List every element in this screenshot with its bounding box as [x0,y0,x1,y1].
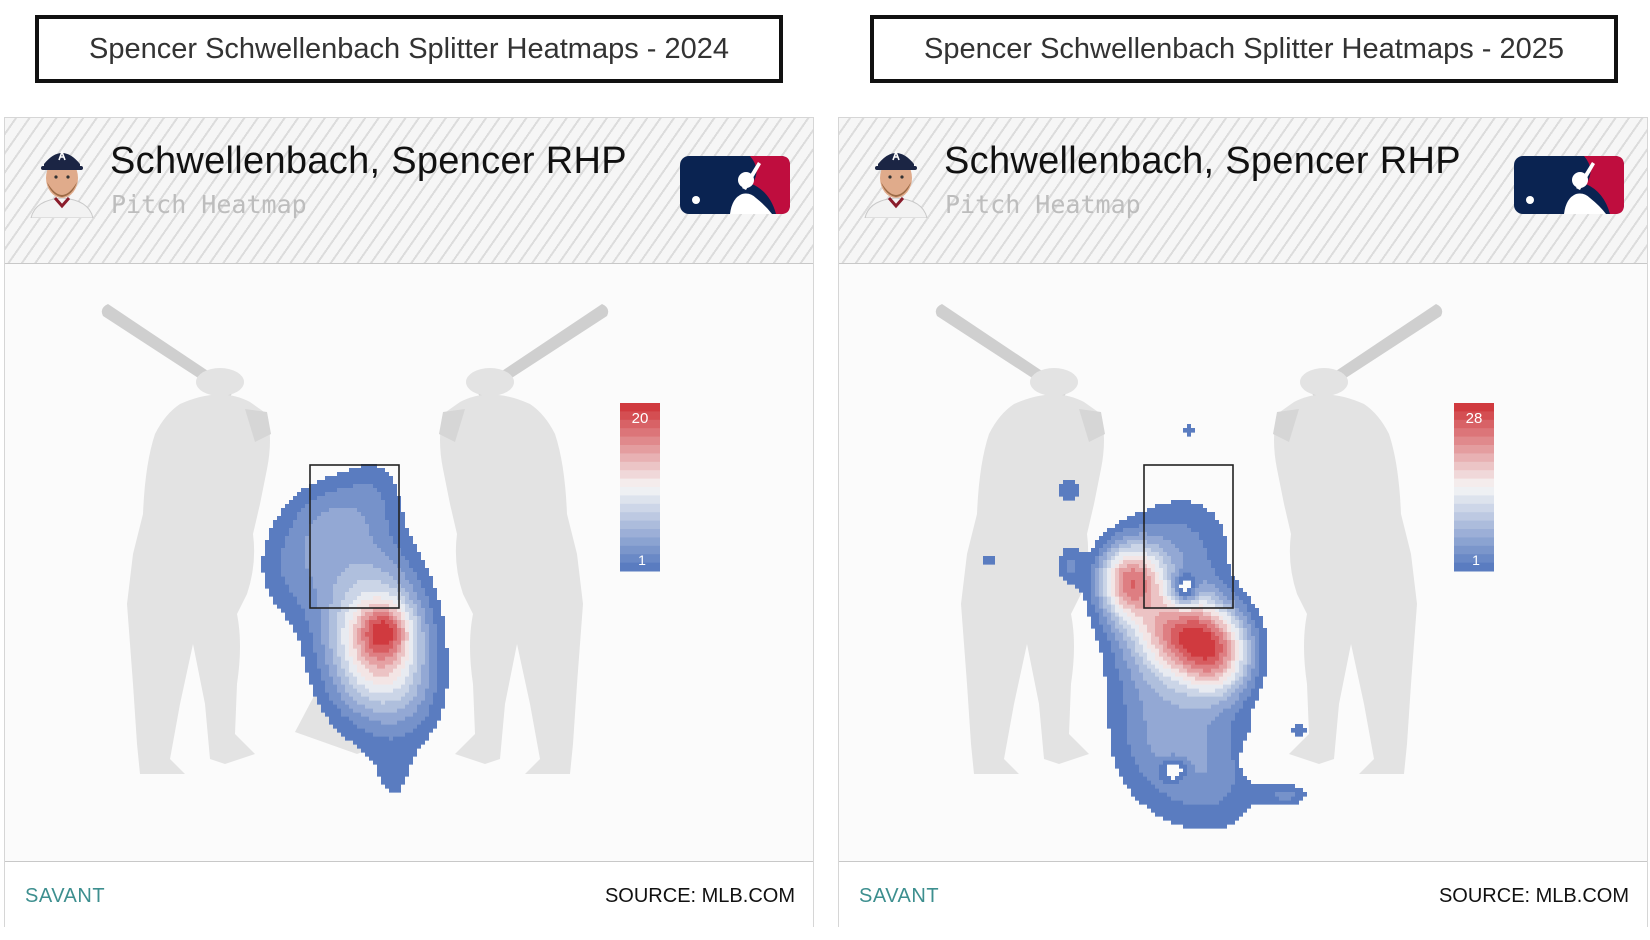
colorbar-min-label: 1 [1472,552,1480,568]
player-name: Schwellenbach, Spencer RHP [944,140,1461,182]
colorbar: 20 1 [620,403,660,572]
heatmap-density [983,424,1307,829]
card-header: Schwellenbach, Spencer RHP Pitch Heatmap [5,118,813,264]
player-name: Schwellenbach, Spencer RHP [110,140,627,182]
heatmap-contour-level [373,620,393,645]
panel-title-2024: Spencer Schwellenbach Splitter Heatmaps … [35,15,783,83]
player-headshot-icon [30,149,94,218]
card-footer: SAVANT SOURCE: MLB.COM [839,861,1647,928]
savant-link[interactable]: SAVANT [859,885,940,907]
colorbar-min-label: 1 [638,552,646,568]
strike-zone [309,464,400,609]
batter-silhouette-icon [1273,304,1443,774]
heatmap-plot: 20 1 [101,304,660,793]
colorbar-max-label: 20 [632,410,649,427]
card-footer: SAVANT SOURCE: MLB.COM [5,861,813,928]
mlb-logo-icon [1514,156,1624,214]
heatmap-plot: 28 1 [935,304,1494,829]
batter-silhouette-icon [935,304,1105,774]
heatmap-density [261,464,449,793]
mlb-logo-icon [680,156,790,214]
source-label: SOURCE: MLB.COM [604,885,795,907]
strike-zone [1143,464,1234,609]
player-headshot-icon [864,149,928,218]
batter-silhouette-icon [101,304,271,774]
heatmap-card-2025: Schwellenbach, Spencer RHP Pitch Heatmap… [838,117,1648,928]
source-label: SOURCE: MLB.COM [1438,885,1629,907]
card-header: Schwellenbach, Spencer RHP Pitch Heatmap [839,118,1647,264]
heatmap-card-2024: Schwellenbach, Spencer RHP Pitch Heatmap… [4,117,814,928]
colorbar: 28 1 [1454,403,1494,572]
chart-subtitle: Pitch Heatmap [111,190,307,219]
batter-silhouette-icon [439,304,609,774]
heatmap-contour-level [1179,628,1215,661]
savant-link[interactable]: SAVANT [25,885,106,907]
colorbar-max-label: 28 [1466,410,1483,427]
panel-title-2025: Spencer Schwellenbach Splitter Heatmaps … [870,15,1618,83]
chart-subtitle: Pitch Heatmap [945,190,1141,219]
